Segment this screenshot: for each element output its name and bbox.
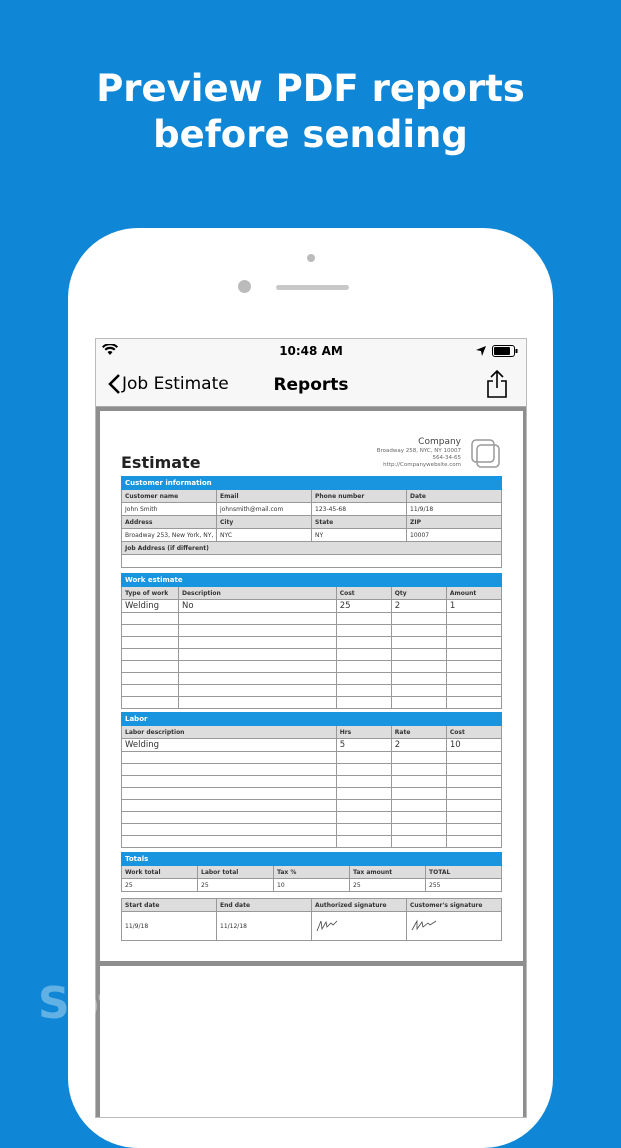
company-info: Company Broadway 258, NYC, NY 10007 564-… <box>376 437 461 468</box>
location-icon <box>476 346 486 356</box>
labor-section: Labor Labor description Hrs Rate Cost Weldi… <box>121 712 503 848</box>
empty-row <box>121 811 503 824</box>
share-icon[interactable] <box>486 369 508 399</box>
empty-row <box>121 672 503 685</box>
empty-row <box>121 835 503 848</box>
authorized-signature <box>311 911 407 941</box>
totals-section: Totals Work total Labor total Tax % Tax amo… <box>121 852 502 892</box>
customer-signature <box>406 911 502 941</box>
empty-row <box>121 787 503 800</box>
battery-icon <box>492 345 518 357</box>
pdf-page-2[interactable] <box>100 966 523 1117</box>
work-section: Work estimate Type of work Description Cos… <box>121 573 503 709</box>
empty-row <box>121 624 503 637</box>
nav-title: Reports <box>273 375 349 395</box>
empty-row <box>121 648 503 661</box>
screen: 10:48 AM Job Estimate Reports Estimate C… <box>95 338 527 1118</box>
empty-row <box>121 636 503 649</box>
proximity-sensor <box>307 254 315 262</box>
empty-row <box>121 763 503 776</box>
speaker <box>276 285 349 290</box>
empty-row <box>121 751 503 764</box>
headline: Preview PDF reports before sending <box>96 67 525 156</box>
chevron-left-icon <box>108 374 120 394</box>
pdf-page[interactable]: Estimate Company Broadway 258, NYC, NY 1… <box>100 411 523 961</box>
signature-icon <box>411 919 437 931</box>
status-bar: 10:48 AM <box>96 339 526 363</box>
doc-title: Estimate <box>121 453 201 472</box>
customer-section: Customer information Customer name Email P… <box>121 476 502 568</box>
empty-row <box>121 823 503 836</box>
status-time: 10:48 AM <box>279 344 343 358</box>
empty-row <box>121 612 503 625</box>
empty-row <box>121 799 503 812</box>
empty-row <box>121 660 503 673</box>
wifi-icon <box>102 344 118 355</box>
nav-bar: Job Estimate Reports <box>96 363 526 407</box>
company-logo <box>471 439 500 468</box>
empty-row <box>121 684 503 697</box>
dates-signatures-section: Start date End date Authorized signature Cu… <box>121 898 502 941</box>
empty-row <box>121 775 503 788</box>
signature-icon <box>316 920 338 932</box>
empty-row <box>121 696 503 709</box>
back-button[interactable]: Job Estimate <box>108 373 229 395</box>
front-camera <box>238 280 251 293</box>
